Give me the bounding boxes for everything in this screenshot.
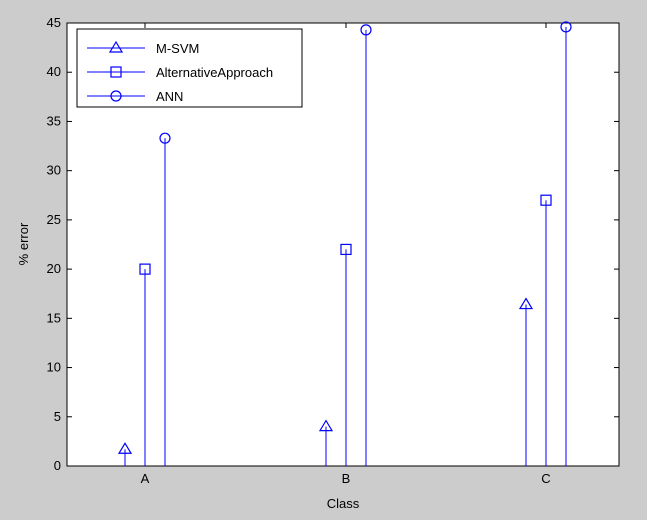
y-tick-label: 30 xyxy=(47,163,61,178)
stem-marker-square xyxy=(139,263,151,275)
x-tick-label: C xyxy=(541,471,550,486)
legend: M-SVM AlternativeApproach ANN xyxy=(76,28,303,108)
y-tick-label: 5 xyxy=(54,409,61,424)
y-axis-ticks: 0 5 10 15 20 25 30 35 40 45 xyxy=(47,15,619,473)
stem-series xyxy=(117,21,572,466)
y-tick-label: 10 xyxy=(47,360,61,375)
x-axis-label: Class xyxy=(327,496,360,511)
y-axis-label: % error xyxy=(16,222,31,265)
stem-marker-triangle xyxy=(117,442,133,454)
stem-marker-circle xyxy=(560,21,572,33)
stem-marker-square xyxy=(540,194,552,206)
y-tick-label: 20 xyxy=(47,261,61,276)
stem-marker-square xyxy=(340,243,352,256)
x-tick-label: A xyxy=(141,471,150,486)
stem-marker-triangle xyxy=(318,419,334,432)
x-tick-label: B xyxy=(342,471,351,486)
y-tick-label: 15 xyxy=(47,310,61,325)
y-tick-label: 40 xyxy=(47,64,61,79)
legend-marker-circle xyxy=(110,90,122,102)
legend-label: ANN xyxy=(156,89,183,104)
legend-label: M-SVM xyxy=(156,41,199,56)
y-tick-label: 25 xyxy=(47,212,61,227)
legend-label: AlternativeApproach xyxy=(156,65,273,80)
y-tick-label: 45 xyxy=(47,15,61,30)
legend-marker-triangle xyxy=(108,40,124,53)
stem-marker-triangle xyxy=(518,297,534,310)
stem-marker-circle xyxy=(159,132,171,144)
legend-marker-square xyxy=(110,66,122,78)
stem-marker-circle xyxy=(360,24,372,36)
y-tick-label: 0 xyxy=(54,458,61,473)
y-tick-label: 35 xyxy=(47,113,61,128)
legend-box xyxy=(76,28,303,108)
